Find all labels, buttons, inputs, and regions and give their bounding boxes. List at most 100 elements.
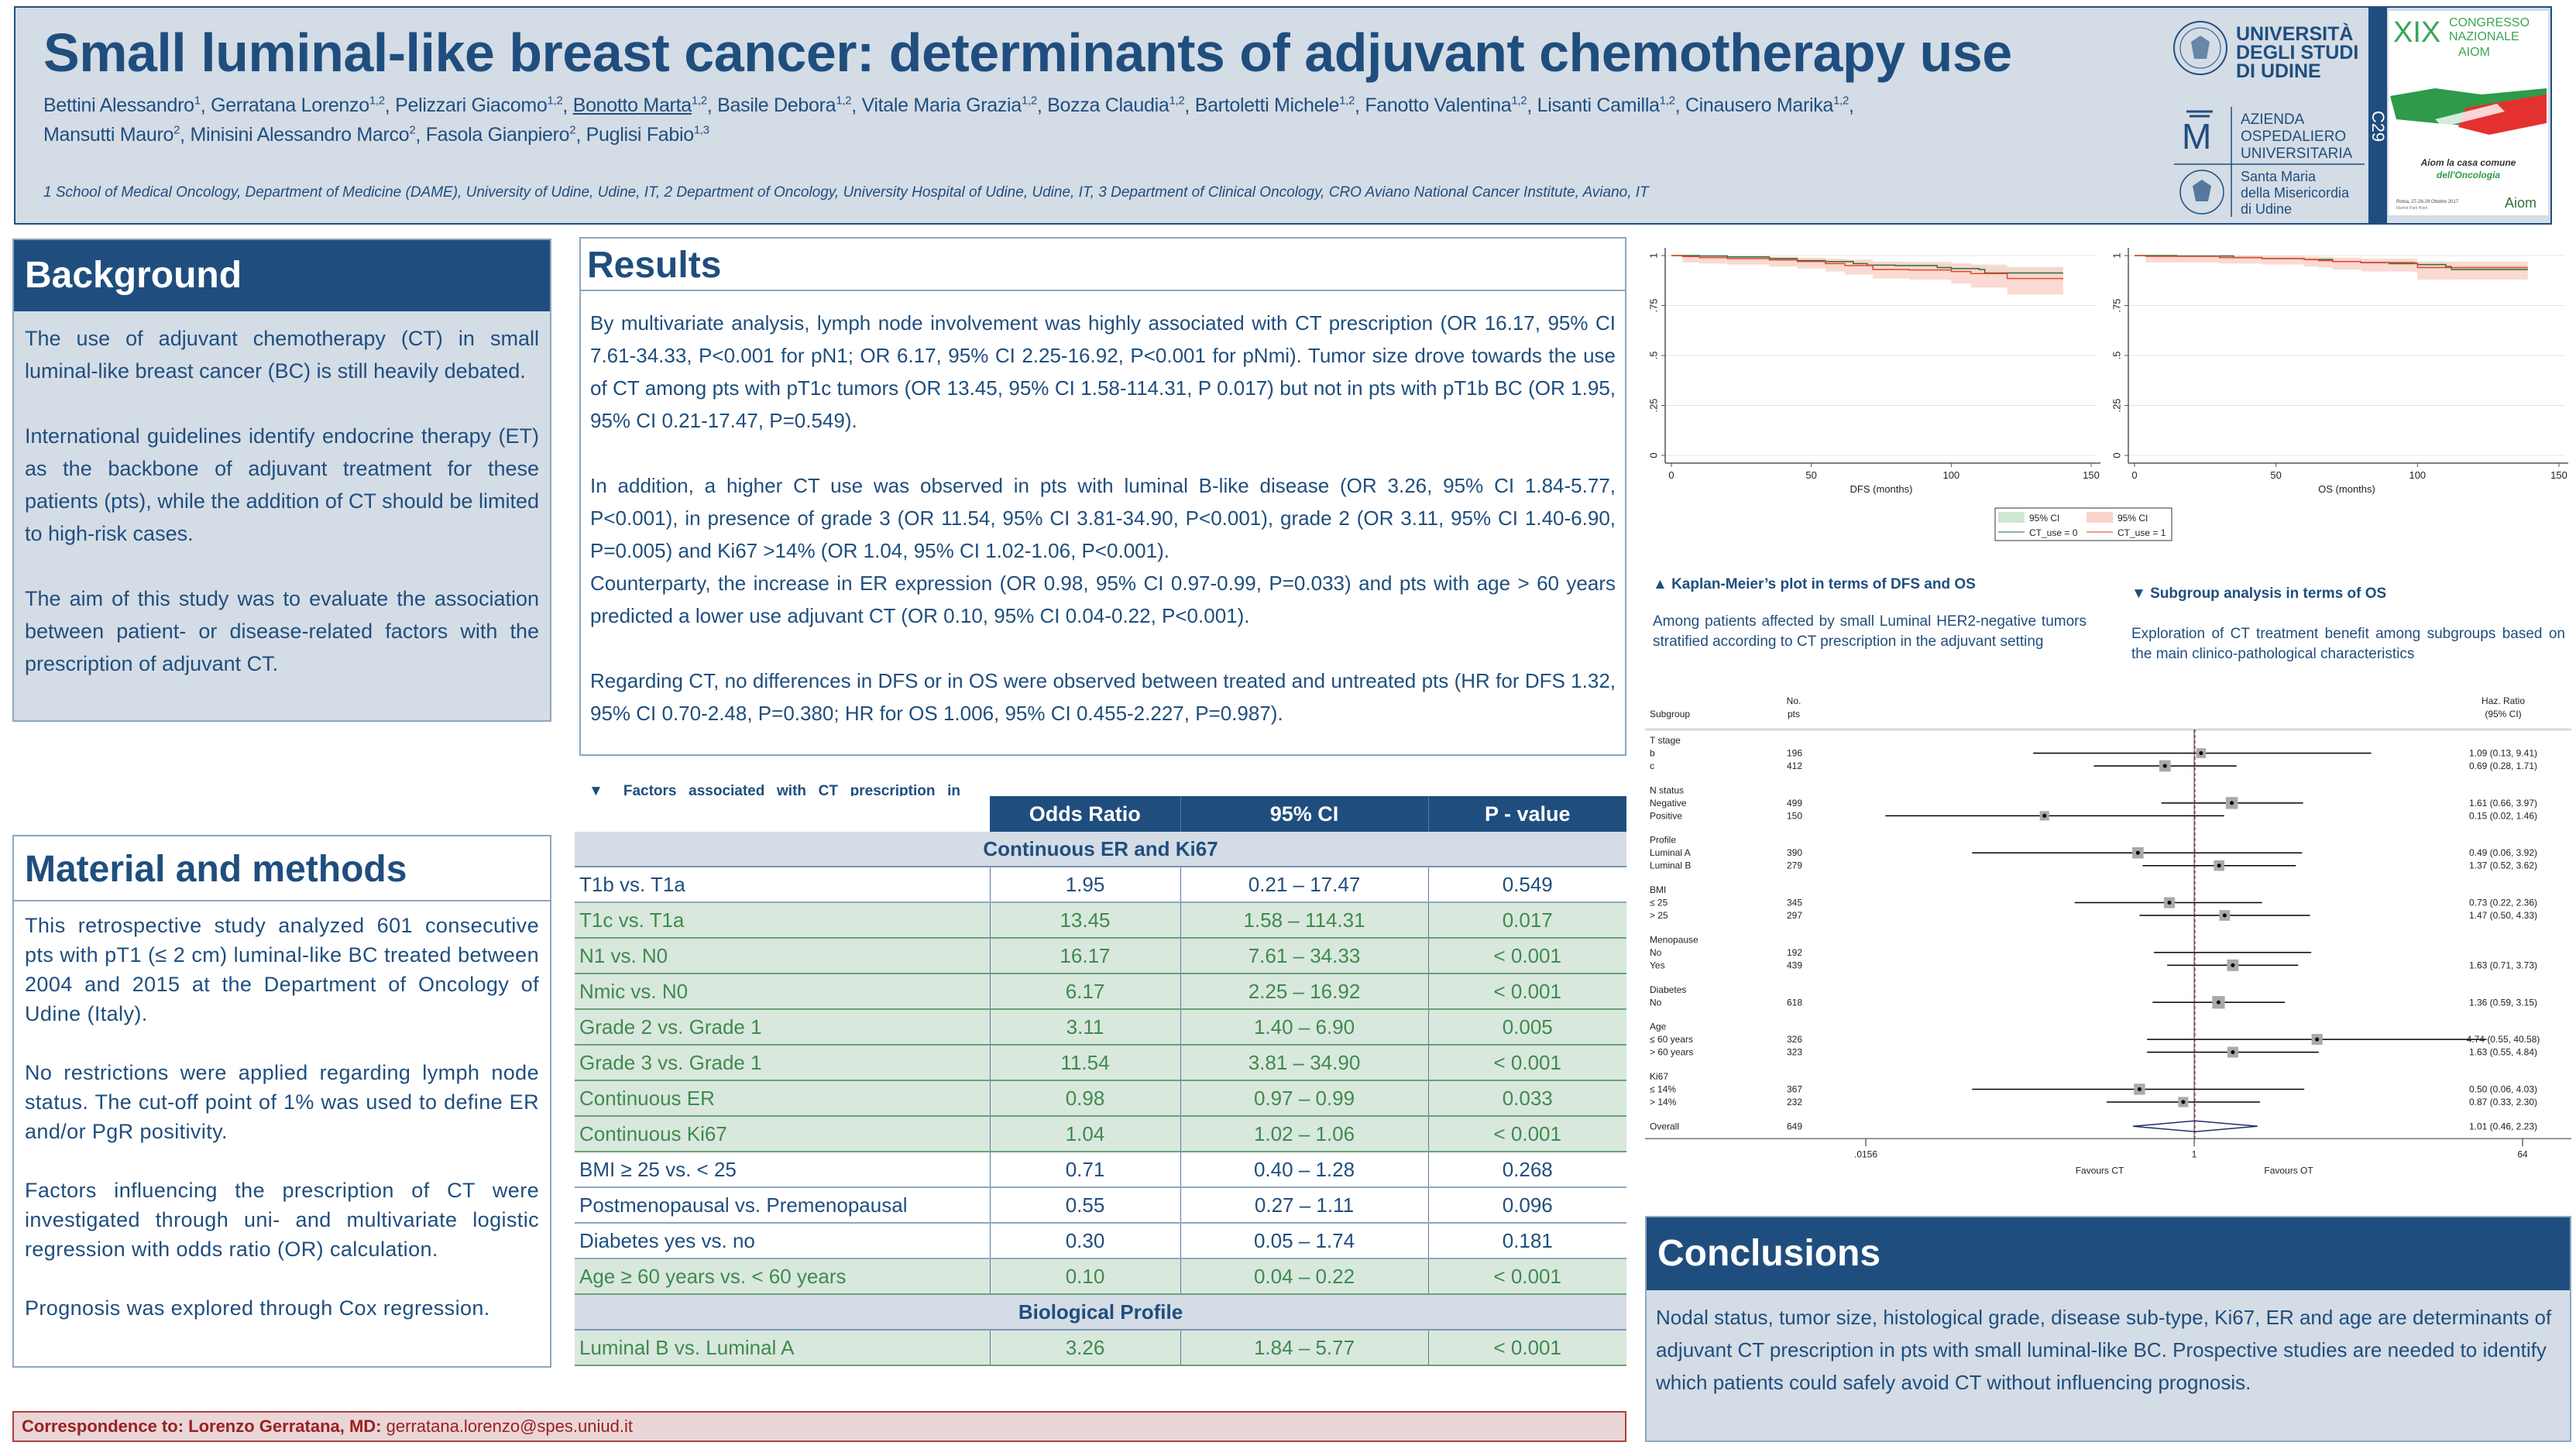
factor-cell: Age ≥ 60 years vs. < 60 years <box>575 1258 991 1295</box>
factor-cell: N1 vs. N0 <box>575 938 991 974</box>
x-tick-label: 0 <box>2131 469 2137 481</box>
factor-cell: Postmenopausal vs. Premenopausal <box>575 1187 991 1224</box>
forest-row-n: 323 <box>1787 1047 1802 1058</box>
author: Puglisi Fabio1,3 <box>586 124 709 146</box>
forest-row-n: 345 <box>1787 898 1802 908</box>
table-row: T1b vs. T1a 1.95 0.21 – 17.47 0.549 <box>575 867 1626 903</box>
y-tick-label: .75 <box>2111 298 2122 312</box>
column-header-odds-ratio: Odds Ratio <box>990 796 1181 832</box>
forest-row-label: > 60 years <box>1650 1047 1693 1058</box>
poster-title: Small luminal-like breast cancer: determ… <box>43 22 2012 83</box>
forest-row-label: Negative <box>1650 798 1687 809</box>
table-row: Postmenopausal vs. Premenopausal 0.55 0.27… <box>575 1187 1626 1224</box>
forest-hr-text: 1.63 (0.55, 4.84) <box>2469 1047 2537 1058</box>
table-row: N1 vs. N0 16.17 7.61 – 34.33 < 0.001 <box>575 938 1626 974</box>
ci-band-ct-use-1 <box>1671 256 2063 295</box>
poster-code: C29 <box>2368 110 2388 142</box>
author-affiliation-marker: 1,2 <box>547 94 563 108</box>
author: Lisanti Camilla1,2 <box>1537 94 1675 116</box>
factor-cell: Continuous Ki67 <box>575 1116 991 1152</box>
forest-group-label: Ki67 <box>1650 1071 1668 1082</box>
p-value-cell: < 0.001 <box>1428 1045 1626 1081</box>
author-name: Fasola Gianpiero <box>425 124 570 146</box>
author-affiliation-marker: 1,2 <box>1169 94 1185 108</box>
odds-ratio-cell: 0.30 <box>990 1223 1181 1259</box>
forest-point <box>2230 801 2234 805</box>
author: Gerratana Lorenzo1,2 <box>211 94 385 116</box>
x-tick-label: 150 <box>2550 469 2567 481</box>
forest-col-n: pts <box>1788 709 1800 719</box>
forest-row-n: 192 <box>1787 947 1802 958</box>
y-tick-label: .5 <box>1647 352 1659 360</box>
forest-row-n: 618 <box>1787 997 1802 1008</box>
table-section-header: Continuous ER and Ki67 <box>575 832 1626 867</box>
p-value-cell: 0.549 <box>1428 867 1626 903</box>
forest-col-hr: (95% CI) <box>2485 709 2521 719</box>
author: Basile Debora1,2 <box>717 94 851 116</box>
forest-row-n: 150 <box>1787 810 1802 821</box>
forest-hr-text: 0.49 (0.06, 3.92) <box>2469 847 2537 858</box>
forest-point <box>2216 1000 2221 1004</box>
author: Bartoletti Michele1,2 <box>1195 94 1355 116</box>
congress-banner-icon: XIX CONGRESSO NAZIONALE AIOM Aiom la cas… <box>2390 16 2547 211</box>
odds-ratio-cell: 13.45 <box>990 902 1181 939</box>
p-value-cell: < 0.001 <box>1428 973 1626 1010</box>
x-axis-label: DFS (months) <box>1850 483 1913 495</box>
conclusions-section: Conclusions Nodal status, tumor size, hi… <box>1645 1216 2571 1442</box>
forest-row-label: Yes <box>1650 960 1665 970</box>
forest-point <box>2162 764 2167 768</box>
forest-row-label: ≤ 25 <box>1650 898 1668 908</box>
correspondence-email[interactable]: gerratana.lorenzo@spes.uniud.it <box>386 1416 633 1436</box>
odds-ratio-cell: 0.98 <box>990 1080 1181 1117</box>
methods-paragraph: This retrospective study analyzed 601 co… <box>25 914 539 1025</box>
author-affiliation-marker: 1,2 <box>836 94 852 108</box>
ci-cell: 0.04 – 0.22 <box>1180 1258 1429 1295</box>
author-affiliation-marker: 1,2 <box>1833 94 1849 108</box>
hospital-sub-line-2: della Misericordia <box>2241 185 2350 201</box>
table-row: Age ≥ 60 years vs. < 60 years 0.10 0.04 – … <box>575 1258 1626 1295</box>
forest-hr-text: 0.87 (0.33, 2.30) <box>2469 1097 2537 1107</box>
aiom-mark: Aiom <box>2505 195 2537 211</box>
author-name: Puglisi Fabio <box>586 124 695 146</box>
hospital-emblem-icon: M AZIENDA OSPEDALIERO UNIVERSITARIA Sant… <box>2174 107 2365 217</box>
forest-point <box>2222 913 2227 918</box>
author-affiliation-marker: 1,2 <box>691 94 707 108</box>
ci-cell: 0.05 – 1.74 <box>1180 1223 1429 1259</box>
author-name: Gerratana Lorenzo <box>211 94 369 117</box>
forest-row-label: Positive <box>1650 810 1682 821</box>
forest-group-label: Diabetes <box>1650 984 1686 995</box>
author-name: Bettini Alessandro <box>43 94 194 117</box>
forest-hr-text: 0.50 (0.06, 4.03) <box>2469 1083 2537 1094</box>
forest-hr-text: 1.36 (0.59, 3.15) <box>2469 997 2537 1008</box>
forest-row-label: ≤ 60 years <box>1650 1034 1693 1045</box>
y-tick-label: 0 <box>1647 452 1659 458</box>
column-header-ci: 95% CI <box>1180 796 1429 832</box>
background-title: Background <box>14 240 550 311</box>
author-affiliation-marker: 1,2 <box>1511 94 1527 108</box>
author-affiliation-marker: 1 <box>194 94 201 108</box>
section-title: Biological Profile <box>575 1294 1626 1331</box>
congress-tagline-2: dell'Oncologia <box>2437 170 2501 180</box>
ci-cell: 0.21 – 17.47 <box>1180 867 1429 903</box>
ci-cell: 1.02 – 1.06 <box>1180 1116 1429 1152</box>
km-panel-os: 0 .25 .5 .75 1 0 50 100 150 OS (months) <box>2111 248 2568 495</box>
author-name: Bartoletti Michele <box>1194 94 1340 117</box>
forest-x-tick-label: 1 <box>2192 1149 2197 1159</box>
km-caption-body: Among patients affected by small Luminal… <box>1653 613 2087 650</box>
university-logo: UNIVERSITÀ DEGLI STUDI DI UDINE <box>2172 19 2366 82</box>
forest-col-hr: Haz. Ratio <box>2482 695 2525 706</box>
forest-point <box>2231 1050 2235 1055</box>
ci-cell: 1.84 – 5.77 <box>1180 1330 1429 1366</box>
forest-group-label: Menopause <box>1650 934 1698 945</box>
forest-hr-text: 1.37 (0.52, 3.62) <box>2469 860 2537 871</box>
conclusions-title: Conclusions <box>1647 1217 2570 1290</box>
forest-row-n: 196 <box>1787 748 1802 759</box>
background-paragraph: The use of adjuvant chemotherapy (CT) in… <box>25 327 539 383</box>
table-row: Nmic vs. N0 6.17 2.25 – 16.92 < 0.001 <box>575 973 1626 1010</box>
forest-row-label: Luminal A <box>1650 847 1691 858</box>
forest-point <box>2135 850 2140 855</box>
table-row: Grade 3 vs. Grade 1 11.54 3.81 – 34.90 < 0.… <box>575 1045 1626 1081</box>
author-name: Bozza Claudia <box>1047 94 1170 117</box>
hospital-name-line-2: OSPEDALIERO <box>2241 129 2346 145</box>
author-name: Bonotto Marta <box>572 94 692 117</box>
